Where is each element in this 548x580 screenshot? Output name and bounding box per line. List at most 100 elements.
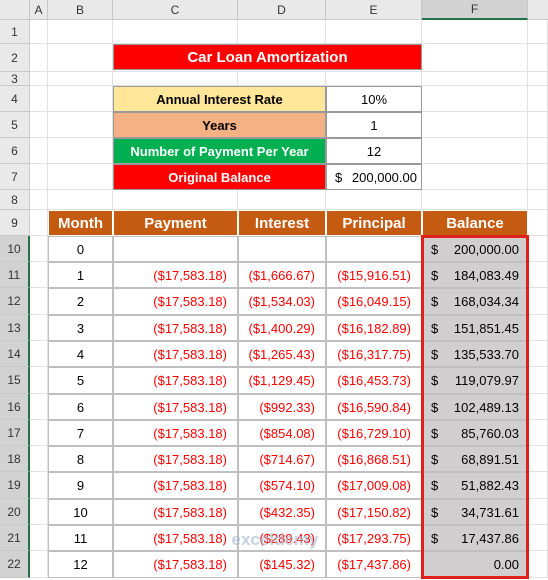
cell (528, 315, 548, 341)
cell (528, 72, 548, 86)
cell (528, 112, 548, 138)
interest: ($1,666.67) (238, 262, 326, 288)
cell (528, 446, 548, 472)
input-label: Number of Payment Per Year (113, 138, 326, 164)
cell (113, 20, 238, 44)
row-header[interactable]: 19 (0, 472, 30, 499)
cell (422, 44, 528, 72)
cell (422, 112, 528, 138)
row-header[interactable]: 21 (0, 525, 30, 551)
table-header: Payment (113, 210, 238, 236)
amount: 102,489.13 (453, 399, 519, 415)
interest: ($1,400.29) (238, 315, 326, 341)
cell (422, 164, 528, 190)
row-header[interactable]: 14 (0, 341, 30, 367)
payment: ($17,583.18) (113, 472, 238, 499)
payment: ($17,583.18) (113, 341, 238, 367)
input-value: $200,000.00 (326, 164, 422, 190)
amount: 51,882.43 (461, 478, 519, 493)
input-value: 10% (326, 86, 422, 112)
cell (422, 20, 528, 44)
cell (30, 72, 48, 86)
cell (30, 341, 48, 367)
principal: ($16,729.10) (326, 420, 422, 446)
balance: 0.00 (422, 551, 528, 578)
row-header[interactable]: 18 (0, 446, 30, 472)
input-label: Years (113, 112, 326, 138)
row-header[interactable]: 6 (0, 138, 30, 164)
amount: 34,731.61 (461, 504, 519, 520)
column-header[interactable]: C (113, 0, 238, 20)
column-header[interactable]: E (326, 0, 422, 20)
principal: ($15,916.51) (326, 262, 422, 288)
cell (528, 525, 548, 551)
currency: $ (431, 241, 439, 257)
cell (30, 210, 48, 236)
currency: $ (431, 478, 439, 493)
cell (48, 86, 113, 112)
cell (528, 420, 548, 446)
row-header[interactable]: 13 (0, 315, 30, 341)
cell (528, 236, 548, 262)
amount: 85,760.03 (461, 425, 519, 441)
currency: $ (431, 267, 439, 283)
principal: ($16,049.15) (326, 288, 422, 315)
row-header[interactable]: 11 (0, 262, 30, 288)
row-header[interactable]: 12 (0, 288, 30, 315)
row-header[interactable]: 22 (0, 551, 30, 578)
cell (528, 341, 548, 367)
principal: ($17,150.82) (326, 499, 422, 525)
cell (30, 551, 48, 578)
row-header[interactable]: 1 (0, 20, 30, 44)
table-header: Principal (326, 210, 422, 236)
interest: ($992.33) (238, 394, 326, 420)
column-header[interactable]: B (48, 0, 113, 20)
row-header[interactable]: 10 (0, 236, 30, 262)
cell (30, 44, 48, 72)
currency: $ (431, 294, 439, 309)
row-header[interactable]: 16 (0, 394, 30, 420)
table-header: Interest (238, 210, 326, 236)
month: 10 (48, 499, 113, 525)
amount: 168,034.34 (453, 294, 519, 309)
cell (326, 72, 422, 86)
cell (30, 499, 48, 525)
row-header[interactable]: 17 (0, 420, 30, 446)
row-header[interactable]: 7 (0, 164, 30, 190)
payment: ($17,583.18) (113, 525, 238, 551)
row-header[interactable]: 4 (0, 86, 30, 112)
table-header: Month (48, 210, 113, 236)
currency: $ (431, 425, 439, 441)
row-header[interactable]: 8 (0, 190, 30, 210)
amount: 17,437.86 (461, 530, 519, 546)
cell (48, 44, 113, 72)
balance: $168,034.34 (422, 288, 528, 315)
amount: 151,851.45 (453, 320, 519, 336)
currency: $ (431, 320, 439, 336)
cell (422, 138, 528, 164)
column-header (528, 0, 548, 20)
row-header[interactable]: 2 (0, 44, 30, 72)
payment: ($17,583.18) (113, 367, 238, 394)
row-header[interactable]: 5 (0, 112, 30, 138)
payment: ($17,583.18) (113, 262, 238, 288)
cell (422, 190, 528, 210)
cell (30, 394, 48, 420)
balance: $102,489.13 (422, 394, 528, 420)
interest: ($289.43) (238, 525, 326, 551)
cell (238, 190, 326, 210)
column-header[interactable]: A (30, 0, 48, 20)
currency: $ (431, 451, 439, 467)
row-header[interactable]: 20 (0, 499, 30, 525)
row-header[interactable]: 9 (0, 210, 30, 236)
cell (528, 20, 548, 44)
row-header[interactable]: 15 (0, 367, 30, 394)
principal: ($16,590.84) (326, 394, 422, 420)
row-header[interactable]: 3 (0, 72, 30, 86)
column-header[interactable]: F (422, 0, 528, 20)
cell (30, 164, 48, 190)
cell (326, 190, 422, 210)
cell (238, 20, 326, 44)
column-header[interactable]: D (238, 0, 326, 20)
month: 11 (48, 525, 113, 551)
